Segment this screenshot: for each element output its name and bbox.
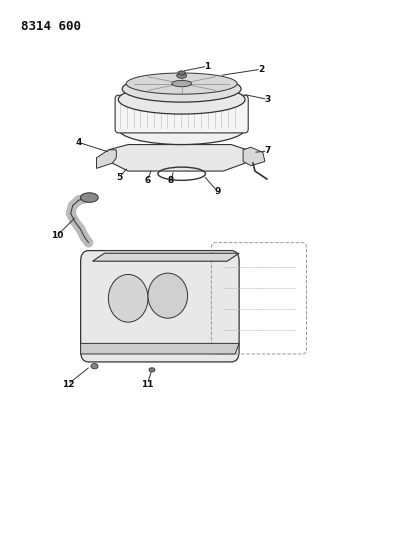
Ellipse shape (91, 364, 98, 369)
Ellipse shape (178, 71, 185, 75)
Text: 7: 7 (265, 147, 271, 156)
Text: 6: 6 (144, 176, 150, 185)
Ellipse shape (118, 113, 245, 144)
Polygon shape (243, 147, 265, 166)
Polygon shape (93, 253, 239, 261)
Ellipse shape (126, 73, 237, 94)
Text: 4: 4 (75, 138, 82, 147)
Ellipse shape (118, 85, 245, 114)
Text: 12: 12 (62, 379, 74, 389)
Ellipse shape (81, 193, 98, 203)
Polygon shape (97, 150, 116, 168)
Text: 10: 10 (51, 231, 63, 240)
Text: 3: 3 (265, 95, 271, 104)
Ellipse shape (122, 76, 241, 102)
Text: 2: 2 (258, 64, 264, 74)
Polygon shape (109, 144, 247, 171)
Text: 11: 11 (141, 379, 154, 389)
Ellipse shape (149, 368, 155, 372)
FancyBboxPatch shape (81, 251, 239, 362)
Ellipse shape (172, 80, 192, 87)
FancyBboxPatch shape (115, 95, 248, 133)
Ellipse shape (109, 274, 148, 322)
Text: 5: 5 (117, 173, 122, 182)
Text: 8314 600: 8314 600 (21, 20, 81, 33)
Text: 9: 9 (214, 187, 221, 196)
Ellipse shape (177, 73, 187, 78)
Text: 1: 1 (204, 62, 211, 70)
Ellipse shape (148, 273, 188, 318)
Text: 8: 8 (168, 176, 174, 185)
Polygon shape (81, 343, 239, 354)
